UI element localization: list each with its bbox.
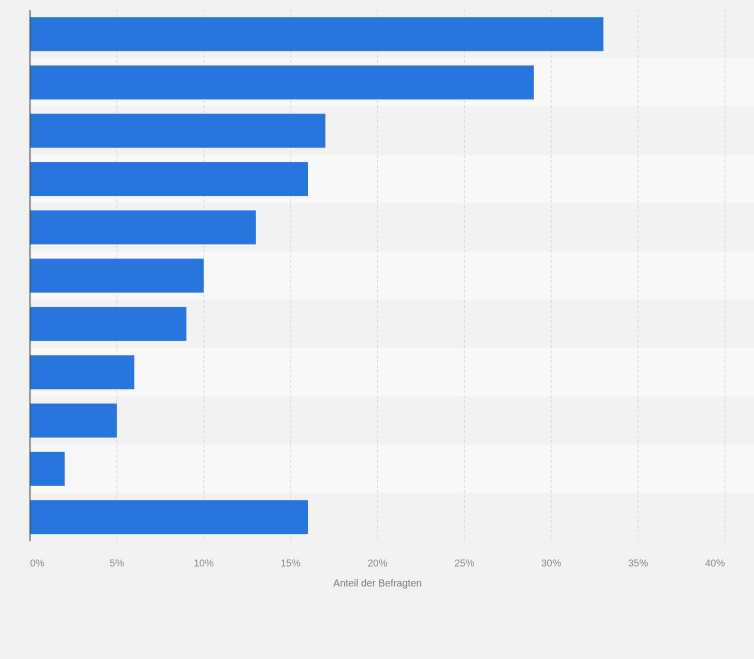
bar[interactable] [30,17,604,52]
x-tick-label: 25% [454,558,474,569]
row-band [30,444,754,493]
bar[interactable] [30,403,117,438]
x-tick-label: 30% [541,558,561,569]
bar[interactable] [30,500,308,535]
x-tick-label: 40% [705,558,725,569]
x-tick-label: 10% [194,558,214,569]
bar[interactable] [30,258,204,293]
x-tick-label: 0% [30,558,45,569]
bar[interactable] [30,113,326,148]
bar[interactable] [30,306,187,341]
x-tick-label: 35% [628,558,648,569]
bar[interactable] [30,355,135,390]
row-band [30,348,754,397]
x-axis-title: Anteil der Befragten [333,578,421,589]
bar[interactable] [30,65,534,100]
bar[interactable] [30,210,256,245]
x-tick-label: 20% [367,558,387,569]
row-band [30,396,754,445]
x-axis-ticks: 0% 5% 10% 15% 20% 25% 30% 35% 40% [30,558,725,569]
x-tick-label: 5% [110,558,125,569]
x-tick-label: 15% [281,558,301,569]
bars [30,17,604,535]
bar[interactable] [30,451,65,486]
bar[interactable] [30,162,308,197]
